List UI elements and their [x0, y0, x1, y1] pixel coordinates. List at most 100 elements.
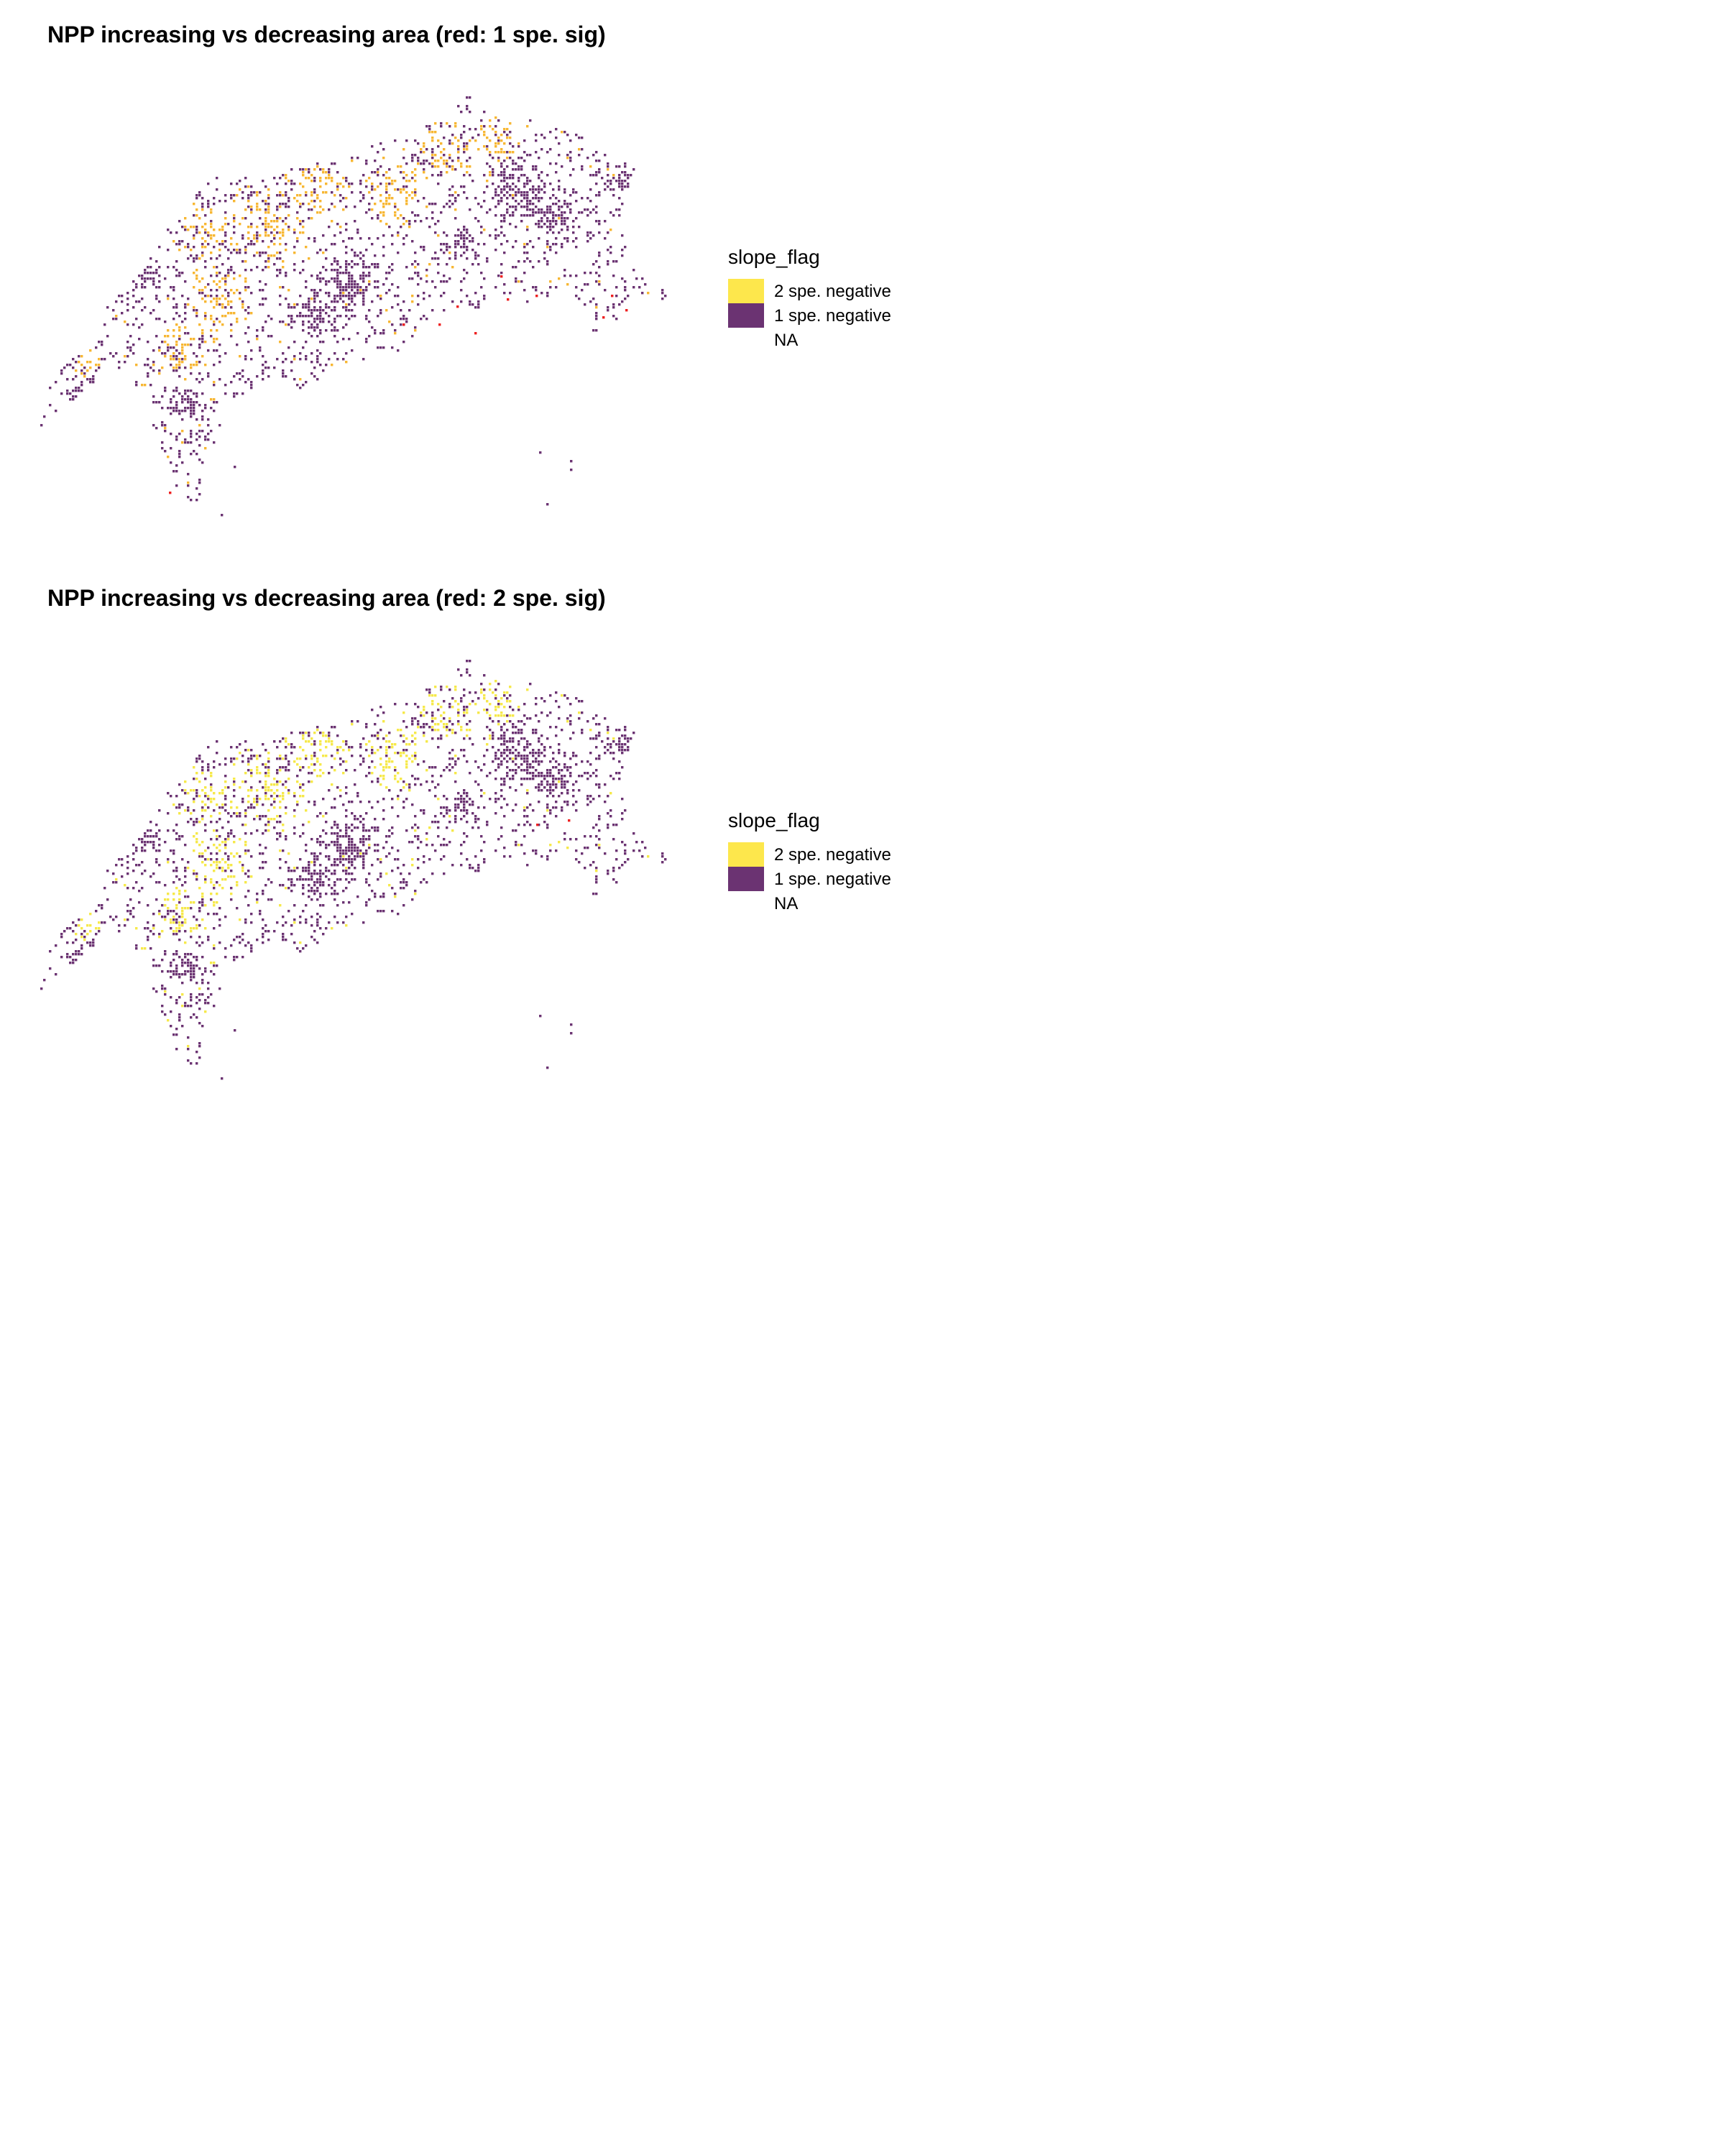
raster-cell-1-spe-negative: [178, 375, 181, 378]
raster-cell-2-spe-negative: [216, 272, 218, 275]
raster-cell-1-spe-negative: [578, 717, 581, 720]
raster-cell-1-spe-negative: [569, 174, 572, 177]
raster-cell-1-spe-negative: [178, 450, 181, 453]
raster-cell-1-spe-negative: [592, 208, 595, 211]
raster-cell-1-spe-negative: [414, 703, 417, 706]
raster-cell-1-spe-negative: [526, 806, 529, 809]
raster-cell-1-spe-negative: [276, 275, 279, 277]
raster-cell-1-spe-negative: [267, 335, 270, 338]
raster-cell-1-spe-negative: [305, 341, 308, 344]
raster-cell-1-spe-negative: [196, 996, 198, 999]
raster-cell-1-spe-negative: [282, 174, 285, 177]
raster-cell-1-spe-negative: [224, 275, 227, 277]
raster-cell-1-spe-negative: [316, 887, 319, 890]
raster-cell-1-spe-negative: [276, 780, 279, 783]
raster-cell-1-spe-negative: [239, 936, 242, 939]
raster-cell-1-spe-negative: [345, 306, 348, 309]
raster-cell-1-spe-negative: [213, 809, 216, 812]
raster-cell-2-spe-negative: [319, 211, 322, 214]
raster-cell-1-spe-negative: [198, 757, 201, 760]
raster-cell-1-spe-negative: [144, 280, 147, 283]
raster-cell-1-spe-negative: [451, 766, 454, 769]
raster-cell-1-spe-negative: [218, 272, 221, 275]
raster-cell-1-spe-negative: [92, 939, 95, 941]
raster-cell-2-spe-negative: [469, 165, 472, 168]
raster-cell-2-spe-negative: [181, 361, 184, 364]
raster-cell-1-spe-negative: [586, 208, 589, 211]
raster-cell-1-spe-negative: [345, 180, 348, 183]
raster-cell-1-spe-negative: [236, 815, 239, 818]
raster-cell-1-spe-negative: [198, 755, 201, 757]
raster-cell-1-spe-negative: [313, 852, 316, 855]
raster-cell-1-spe-negative: [216, 349, 218, 352]
raster-cell-1-spe-negative: [98, 367, 101, 369]
raster-cell-2-spe-negative: [190, 930, 193, 933]
raster-cell-2-spe-negative: [558, 780, 561, 783]
raster-cell-2-spe-negative: [175, 927, 178, 930]
raster-cell-1-spe-negative: [575, 246, 578, 249]
raster-cell-2-spe-negative: [216, 303, 218, 306]
raster-cell-2-spe-negative: [394, 743, 397, 746]
raster-cell-1-spe-negative: [555, 726, 558, 729]
raster-cell-1-spe-negative: [529, 203, 532, 206]
raster-cell-1-spe-negative: [463, 801, 466, 803]
raster-cell-1-spe-negative: [319, 844, 322, 847]
raster-cell-2-spe-negative: [230, 243, 233, 246]
raster-cell-1-spe-negative: [391, 798, 394, 801]
raster-cell-1-spe-negative: [184, 303, 187, 306]
raster-cell-1-spe-negative: [250, 185, 253, 188]
raster-cell-1-spe-negative: [224, 844, 227, 847]
raster-cell-1-spe-negative: [368, 309, 371, 312]
raster-cell-1-spe-negative: [141, 872, 144, 875]
raster-cell-1-spe-negative: [371, 217, 374, 220]
raster-cell-1-spe-negative: [598, 231, 601, 234]
raster-cell-2-spe-negative: [293, 921, 296, 924]
raster-cell-1-spe-negative: [598, 252, 601, 254]
raster-cell-2-spe-negative: [233, 277, 236, 280]
raster-cell-1-spe-negative: [334, 309, 336, 312]
raster-cell-1-spe-negative: [523, 852, 526, 855]
raster-cell-2-spe-negative: [302, 174, 305, 177]
raster-cell-1-spe-negative: [486, 749, 489, 752]
raster-cell-1-spe-negative: [400, 789, 402, 792]
raster-cell-2-spe-negative: [400, 188, 402, 191]
raster-cell-1-spe-negative: [552, 752, 555, 755]
raster-cell-2-spe-negative: [325, 177, 328, 180]
raster-cell-1-spe-negative: [518, 145, 520, 148]
raster-cell-1-spe-negative: [385, 835, 388, 838]
raster-cell-1-spe-negative: [546, 263, 549, 266]
raster-cell-1-spe-negative: [477, 766, 480, 769]
raster-cell-1-spe-negative: [359, 191, 362, 194]
raster-cell-1-spe-negative: [319, 732, 322, 734]
raster-cell-1-spe-negative: [158, 246, 161, 249]
raster-cell-1-spe-negative: [446, 806, 448, 809]
raster-cell-1-spe-negative: [621, 746, 624, 749]
raster-cell-1-spe-negative: [66, 378, 69, 381]
raster-cell-1-spe-negative: [506, 760, 509, 763]
raster-cell-1-spe-negative: [448, 246, 451, 249]
raster-cell-2-spe-negative: [339, 746, 342, 749]
raster-cell-1-spe-negative: [290, 315, 293, 318]
raster-cell-2-spe-negative: [216, 847, 218, 849]
raster-cell-1-spe-negative: [460, 700, 463, 703]
raster-cell-1-spe-negative: [210, 821, 213, 824]
raster-cell-1-spe-negative: [213, 401, 216, 404]
raster-cell-2-spe-negative: [80, 927, 83, 930]
raster-cell-1-spe-negative: [239, 378, 242, 381]
raster-cell-1-spe-negative: [463, 151, 466, 154]
raster-cell-1-spe-negative: [624, 162, 627, 165]
raster-cell-1-spe-negative: [178, 433, 181, 436]
raster-cell-2-spe-negative: [256, 252, 259, 254]
raster-cell-1-spe-negative: [380, 875, 382, 878]
raster-cell-1-spe-negative: [43, 415, 46, 418]
raster-cell-1-spe-negative: [503, 798, 506, 801]
raster-cell-1-spe-negative: [345, 352, 348, 355]
raster-cell-2-spe-negative: [167, 344, 170, 346]
raster-cell-1-spe-negative: [325, 364, 328, 367]
raster-cell-1-spe-negative: [627, 858, 630, 861]
raster-cell-1-spe-negative: [288, 346, 290, 349]
raster-cell-2-spe-negative: [184, 358, 187, 361]
raster-cell-1-spe-negative: [244, 358, 247, 361]
raster-cell-1-spe-negative: [310, 878, 313, 881]
raster-cell-1-spe-negative: [380, 346, 382, 349]
